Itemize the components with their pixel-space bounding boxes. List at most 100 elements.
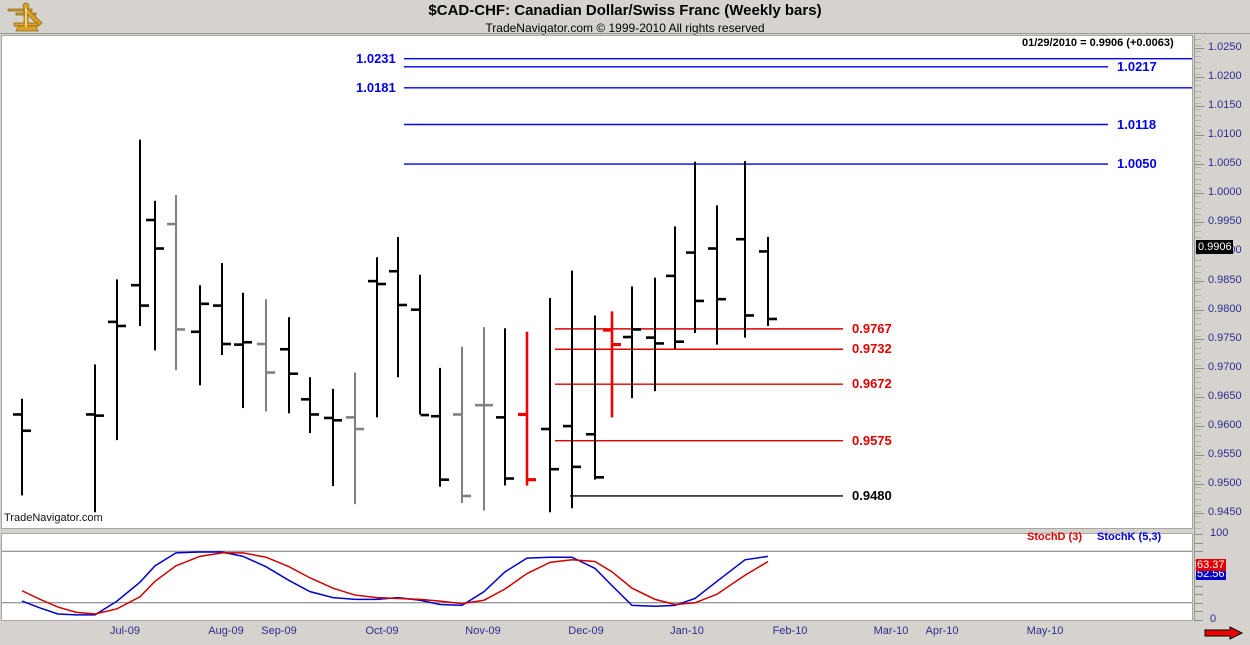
oscillator-series-line[interactable] [21,552,769,615]
price-chart-pane[interactable] [1,35,1193,529]
price-axis-tick [1195,280,1204,282]
price-axis-minor-tick [1195,435,1201,436]
price-axis-minor-tick [1195,214,1201,215]
header-divider [0,33,1250,34]
price-axis-label: 0.9950 [1208,215,1242,228]
date-axis-label: Jul-09 [110,625,140,637]
price-axis-minor-tick [1195,126,1201,127]
level-label-0.9672[interactable]: 0.9672 [852,376,892,392]
price-axis-label: 1.0150 [1208,98,1242,111]
price-axis-minor-tick [1195,289,1201,290]
level-label-1.0231[interactable]: 1.0231 [356,50,396,66]
price-axis-minor-tick [1195,522,1201,523]
oscillator-axis-tick [1195,594,1203,595]
price-axis-label: 0.9550 [1208,448,1242,461]
price-axis-tick [1195,222,1204,224]
price-axis-minor-tick [1195,382,1201,383]
price-axis-tick [1195,309,1204,311]
stochastic-pane[interactable] [1,533,1193,621]
price-axis-minor-tick [1195,365,1201,366]
price-axis-minor-tick [1195,301,1201,302]
price-axis-minor-tick [1195,115,1201,116]
price-axis-minor-tick [1195,417,1201,418]
level-label-1.0217[interactable]: 1.0217 [1117,58,1157,74]
price-axis-label: 0.9750 [1208,331,1242,344]
price-axis-minor-tick [1195,179,1201,180]
price-axis-minor-tick [1195,260,1201,261]
level-label-1.0118[interactable]: 1.0118 [1117,116,1157,132]
watermark-text: TradeNavigator.com [4,512,103,524]
price-axis-minor-tick [1195,406,1201,407]
price-axis-minor-tick [1195,342,1201,343]
price-axis-minor-tick [1195,254,1201,255]
date-axis-label: Jan-10 [670,625,704,637]
price-axis-label: 1.0050 [1208,157,1242,170]
date-axis-label: Nov-09 [465,625,501,637]
price-axis-label: 1.0000 [1208,186,1242,199]
oscillator-axis-tick [1195,543,1203,544]
price-axis-tick [1195,76,1204,78]
price-axis-label: 1.0100 [1208,127,1242,140]
price-axis-minor-tick [1195,196,1201,197]
price-axis-label: 1.0200 [1208,69,1242,82]
date-axis-label: Feb-10 [772,625,808,637]
price-axis-minor-tick [1195,511,1201,512]
level-label-0.9732[interactable]: 0.9732 [852,341,892,357]
page-title: $CAD-CHF: Canadian Dollar/Swiss Franc (W… [428,2,822,19]
price-axis-minor-tick [1195,452,1201,453]
date-axis-label: Aug-09 [208,625,244,637]
legend-stochk[interactable]: StochK (5,3) [1097,531,1162,543]
price-axis-minor-tick [1195,353,1201,354]
price-axis-minor-tick [1195,348,1201,349]
price-axis-minor-tick [1195,120,1201,121]
price-axis-minor-tick [1195,190,1201,191]
last-price-badge: 0.9906 [1196,239,1233,254]
price-axis-minor-tick [1195,278,1201,279]
price-axis-minor-tick [1195,464,1201,465]
date-axis-label: Mar-10 [873,625,909,637]
price-axis-label: 0.9800 [1208,302,1242,315]
price-axis-minor-tick [1195,487,1201,488]
price-axis-minor-tick [1195,45,1201,46]
level-label-0.9767[interactable]: 0.9767 [852,320,892,336]
date-axis[interactable] [0,622,1250,643]
stochk-value-badge: 52.56 [1196,567,1226,580]
price-axis-minor-tick [1195,359,1201,360]
price-axis-tick [1195,513,1204,515]
price-axis-minor-tick [1195,371,1201,372]
price-axis-minor-tick [1195,51,1201,52]
price-axis-label: 1.0250 [1208,40,1242,53]
price-axis-minor-tick [1195,481,1201,482]
oscillator-axis-label: 0 [1210,613,1217,625]
price-axis-minor-tick [1195,219,1201,220]
level-label-1.0181[interactable]: 1.0181 [356,79,396,95]
price-axis-tick [1195,338,1204,340]
price-axis-minor-tick [1195,423,1201,424]
price-axis-minor-tick [1195,68,1201,69]
level-label-0.9575[interactable]: 0.9575 [852,432,892,448]
oscillator-series-line[interactable] [21,551,769,616]
price-axis-minor-tick [1195,161,1201,162]
price-axis-tick [1195,484,1204,486]
price-axis-tick [1195,426,1204,428]
price-axis-minor-tick [1195,283,1201,284]
price-axis-label: 0.9850 [1208,273,1242,286]
price-axis-label: 0.9500 [1208,477,1242,490]
price-axis[interactable]: 1.0250 1.0200 1.0150 1.0100 1.0050 1.0000 0.99… [1194,35,1250,625]
copyright-subtitle: TradeNavigator.com © 1999-2010 All right… [485,21,765,35]
right-arrow-icon[interactable] [1204,626,1244,645]
price-axis-minor-tick [1195,97,1201,98]
oscillator-axis-tick [1195,586,1203,587]
price-axis-minor-tick [1195,516,1201,517]
price-axis-minor-tick [1195,266,1201,267]
price-axis-minor-tick [1195,446,1201,447]
price-axis-label: 0.9600 [1208,419,1242,432]
price-axis-minor-tick [1195,429,1201,430]
oscillator-axis-label: 100 [1210,527,1229,539]
price-axis-tick [1195,367,1204,369]
level-label-1.0050[interactable]: 1.0050 [1117,156,1157,172]
date-axis-label: Sep-09 [261,625,297,637]
level-label-0.9480[interactable]: 0.9480 [852,487,892,503]
legend-stochd[interactable]: StochD (3) [1027,531,1082,543]
price-axis-minor-tick [1195,155,1201,156]
